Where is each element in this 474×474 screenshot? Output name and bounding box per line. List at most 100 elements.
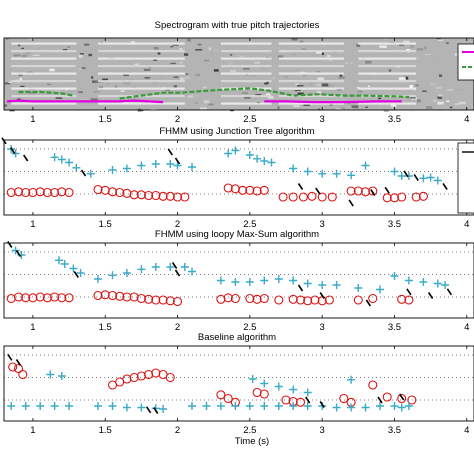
- true-pitch-dash: [348, 199, 354, 207]
- pitch-estimate-plus: [166, 160, 175, 168]
- pitch-trajectory-solid: [6, 99, 164, 104]
- x-tick-label: 4: [464, 322, 469, 333]
- pitch-estimate-plus: [354, 284, 363, 292]
- spectrogram-cell: [296, 56, 301, 59]
- spectrogram-harmonic: [278, 50, 344, 53]
- spectrogram-harmonic: [358, 72, 417, 75]
- pitch-estimate-plus: [361, 403, 370, 412]
- pitch-estimate-circle: [93, 290, 103, 301]
- pitch-estimate-circle: [223, 293, 233, 303]
- true-pitch-dash: [15, 250, 22, 257]
- spectrogram-cell: [382, 45, 387, 49]
- axes-frame: [3, 139, 474, 216]
- pitch-estimate-circle: [50, 187, 60, 198]
- spectrogram-cell: [297, 92, 304, 96]
- x-tick-label: 3.5: [388, 322, 401, 333]
- pitch-estimate-circle: [115, 187, 125, 198]
- pitch-estimate-plus: [303, 279, 312, 288]
- pitch-estimate-circle: [13, 363, 24, 374]
- pitch-estimate-circle: [35, 292, 45, 302]
- pitch-estimate-plus: [397, 403, 406, 412]
- true-pitch-dash: [80, 169, 87, 177]
- pitch-estimate-plus: [21, 402, 30, 410]
- pitch-estimate-circle: [303, 296, 313, 306]
- spectrogram-cell: [185, 76, 190, 79]
- spectrogram-cell: [445, 42, 449, 44]
- pitch-estimate-plus: [419, 278, 428, 286]
- pitch-estimate-circle: [295, 397, 306, 407]
- pitch-estimate-plus: [188, 267, 196, 276]
- pitch-estimate-plus: [108, 271, 117, 280]
- pitch-estimate-plus: [289, 402, 298, 410]
- pitch-estimate-plus: [426, 173, 435, 182]
- spectrogram-cell: [6, 38, 9, 40]
- pitch-estimate-circle: [397, 393, 407, 404]
- true-pitch-dash: [377, 396, 383, 404]
- true-pitch-dash: [167, 148, 173, 156]
- spectrogram-cell: [407, 96, 412, 99]
- spectrogram-harmonic: [98, 80, 185, 83]
- spectrogram-cell: [54, 90, 61, 93]
- spectrogram-cell: [251, 75, 257, 77]
- pitch-estimate-circle: [158, 191, 168, 201]
- spectrogram-cell: [356, 44, 361, 47]
- spectrogram-cell: [114, 85, 118, 88]
- pitch-estimate-circle: [339, 393, 349, 404]
- spectrogram-harmonic: [11, 42, 77, 45]
- pitch-estimate-circle: [21, 187, 31, 198]
- pitch-estimate-circle: [93, 184, 103, 195]
- spectrogram-cell: [152, 81, 158, 84]
- x-tick-label: 1: [30, 219, 35, 230]
- spectrogram-cell: [47, 83, 52, 85]
- spectrogram-cell: [435, 90, 442, 92]
- spectrogram-cell: [106, 83, 111, 85]
- spectrogram-cell: [254, 61, 261, 64]
- true-pitch-dash: [174, 157, 181, 165]
- pitch-estimate-plus: [122, 269, 131, 277]
- x-tick-label: 1.5: [99, 114, 112, 125]
- spectrogram-cell: [243, 68, 250, 70]
- pitch-estimate-plus: [274, 402, 283, 410]
- spectrogram-cell: [170, 46, 174, 48]
- spectrogram-cell: [230, 69, 236, 73]
- pitch-estimate-plus: [122, 403, 131, 412]
- x-tick-label: 3.5: [388, 425, 401, 436]
- pitch-estimate-circle: [259, 185, 269, 195]
- spectrogram-cell: [32, 54, 40, 56]
- pitch-estimate-circle: [295, 295, 306, 305]
- pitch-estimate-plus: [376, 285, 384, 294]
- pitch-estimate-plus: [173, 161, 182, 170]
- spectrogram-cell: [367, 85, 370, 87]
- pitch-estimate-plus: [60, 260, 69, 268]
- spectrogram-cell: [435, 86, 442, 89]
- spectrogram-cell: [13, 54, 21, 57]
- pitch-estimate-plus: [94, 402, 102, 410]
- pitch-estimate-circle: [172, 192, 183, 202]
- spectrogram-cell: [390, 103, 397, 107]
- pitch-estimate-plus: [433, 176, 442, 185]
- spectrogram-cell: [130, 41, 135, 43]
- pitch-estimate-circle: [259, 293, 269, 304]
- spectrogram-cell: [78, 54, 83, 58]
- x-tick-label: 3: [320, 219, 325, 230]
- pitch-estimate-plus: [347, 375, 356, 384]
- pitch-estimate-plus: [253, 154, 262, 163]
- plot-area: [4, 346, 474, 421]
- pitch-estimate-circle: [327, 192, 337, 202]
- pitch-estimate-plus: [94, 275, 102, 283]
- spectrogram-harmonic: [220, 50, 272, 53]
- x-axis-label: Time (s): [235, 436, 269, 447]
- spectrogram-harmonic: [98, 87, 185, 90]
- x-tick-label: 1: [30, 322, 35, 333]
- spectrogram-cell: [25, 51, 31, 54]
- pitch-estimate-circle: [245, 185, 255, 195]
- spectrogram-cell: [300, 40, 304, 44]
- pitch-estimate-plus: [404, 402, 413, 410]
- true-pitch-dash: [145, 406, 152, 414]
- spectrogram-harmonic: [278, 57, 344, 60]
- spectrogram-cell: [133, 86, 136, 88]
- panel2-title: FHMM using Junction Tree algorithm: [159, 126, 314, 137]
- true-pitch-dash: [403, 170, 409, 178]
- pitch-estimate-circle: [107, 290, 118, 301]
